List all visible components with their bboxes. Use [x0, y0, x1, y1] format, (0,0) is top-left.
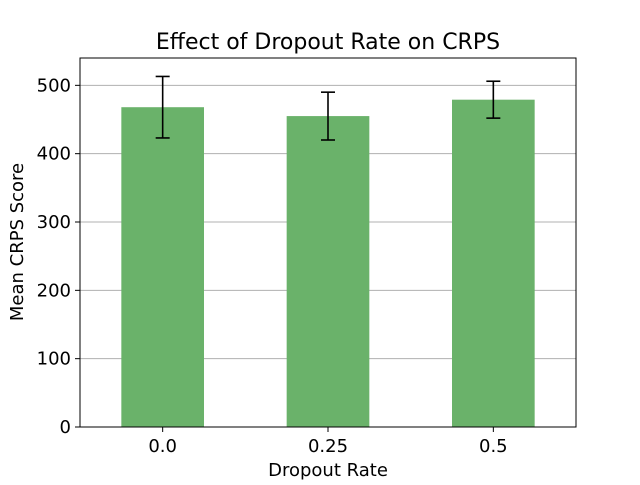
y-tick-label: 200	[37, 280, 71, 301]
bar-layer	[121, 99, 535, 427]
chart-title: Effect of Dropout Rate on CRPS	[156, 30, 500, 55]
x-tick-label: 0.5	[479, 436, 508, 457]
tick-layer: 0 100 200 300 400 500 0.0 0.25 0.5	[37, 75, 508, 457]
y-tick-label: 100	[37, 349, 71, 370]
y-tick-label: 0	[60, 417, 71, 438]
x-tick-label: 0.0	[148, 436, 177, 457]
error-bar-layer	[155, 75, 501, 141]
x-axis-label: Dropout Rate	[268, 460, 388, 480]
bar	[121, 107, 204, 427]
y-axis-label: Mean CRPS Score	[7, 163, 28, 321]
bar	[286, 116, 370, 427]
y-tick-label: 400	[37, 144, 71, 165]
y-tick-label: 500	[37, 75, 71, 96]
x-tick-label: 0.25	[308, 436, 348, 457]
y-tick-label: 300	[37, 212, 71, 233]
bar	[452, 99, 535, 427]
